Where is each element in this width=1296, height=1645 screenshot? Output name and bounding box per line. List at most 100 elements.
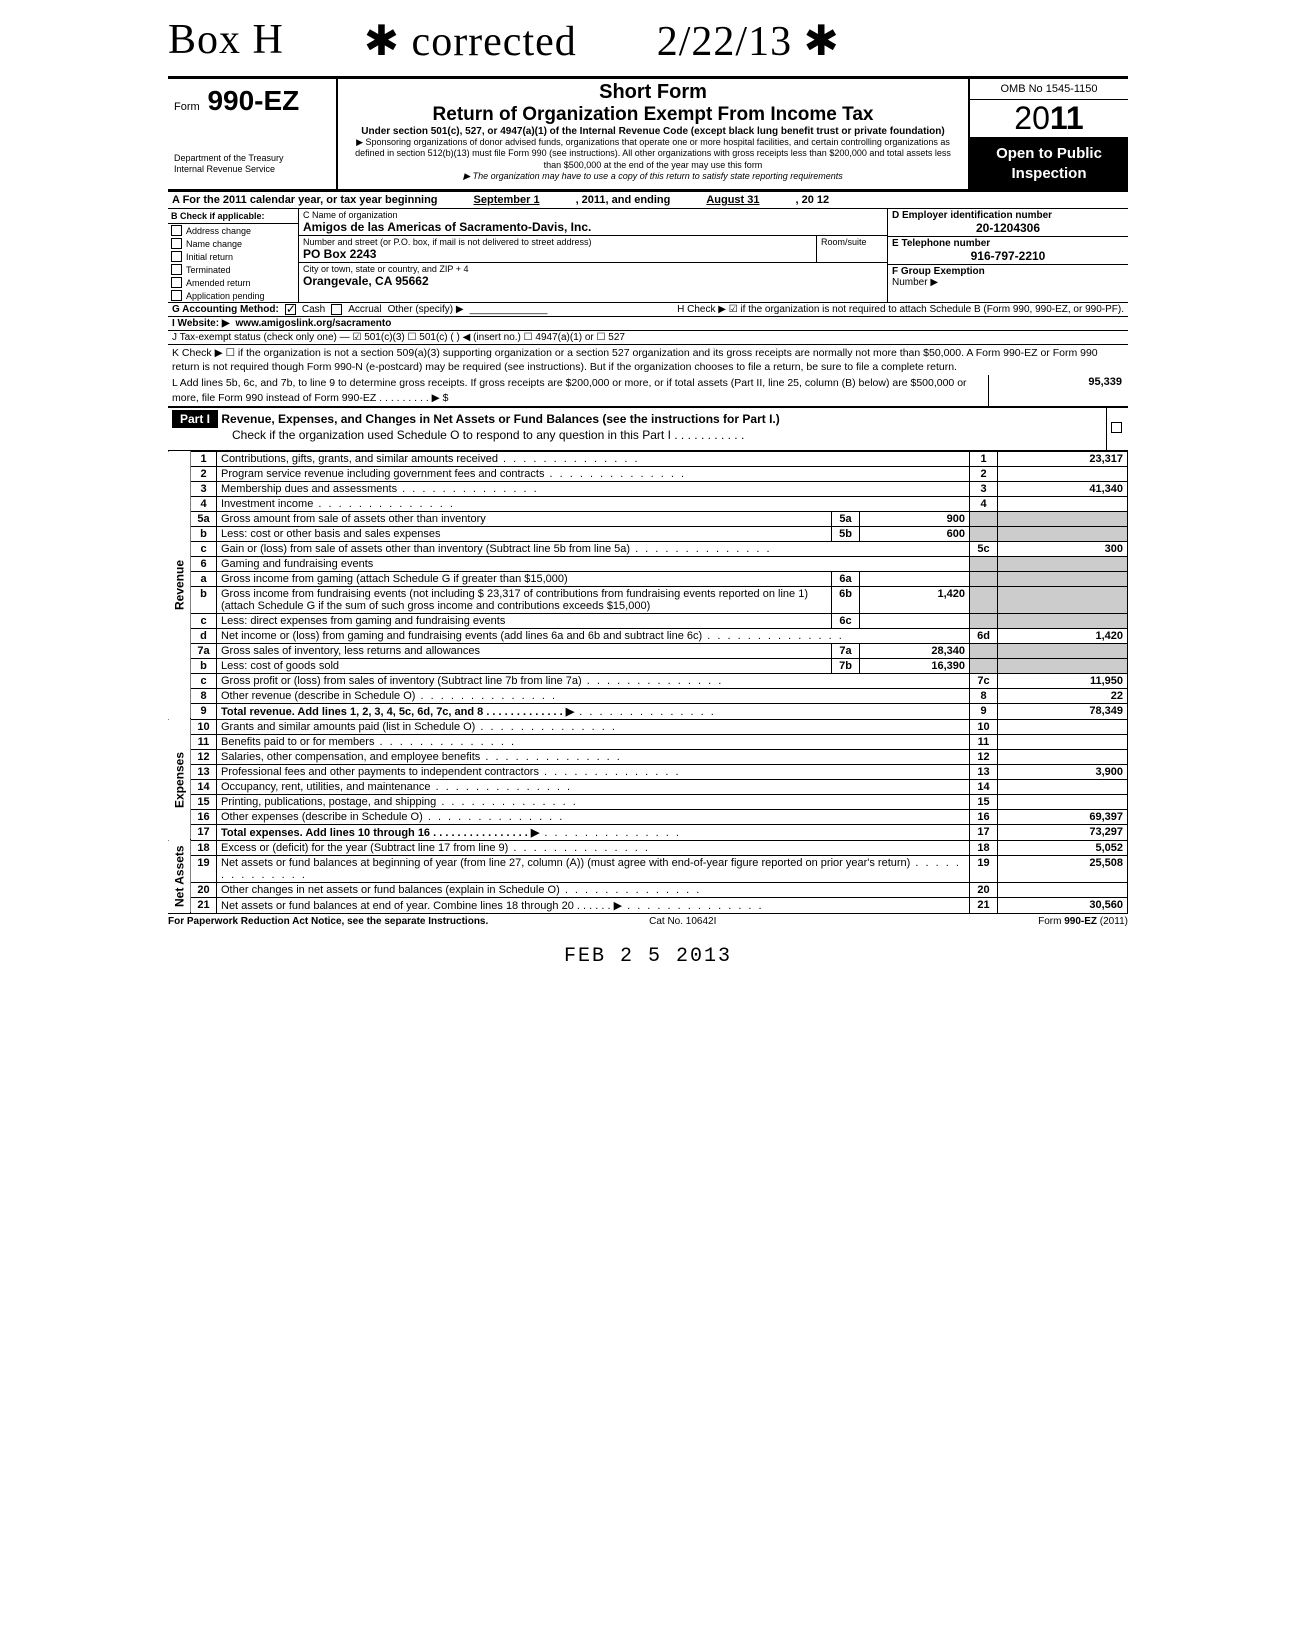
line-no: 13 bbox=[191, 764, 217, 779]
line-desc: Total revenue. Add lines 1, 2, 3, 4, 5c,… bbox=[217, 703, 970, 719]
line-ref: 20 bbox=[970, 882, 998, 897]
row-L: L Add lines 5b, 6c, and 7b, to line 9 to… bbox=[168, 375, 1128, 406]
line-ref: 8 bbox=[970, 688, 998, 703]
table-row: 2Program service revenue including gover… bbox=[168, 466, 1128, 481]
subline-no: 5b bbox=[832, 526, 860, 541]
org-address: PO Box 2243 bbox=[303, 247, 812, 261]
line-desc: Gross income from gaming (attach Schedul… bbox=[217, 571, 832, 586]
table-row: cGross profit or (loss) from sales of in… bbox=[168, 673, 1128, 688]
chk-address-change[interactable]: Address change bbox=[168, 224, 298, 237]
subline-no: 5a bbox=[832, 511, 860, 526]
line-desc: Other revenue (describe in Schedule O) bbox=[217, 688, 970, 703]
line-ref: 21 bbox=[970, 897, 998, 913]
line-amt bbox=[998, 779, 1128, 794]
line-amt: 22 bbox=[998, 688, 1128, 703]
tax-year: 2011 bbox=[970, 100, 1128, 138]
telephone: 916-797-2210 bbox=[892, 249, 1124, 263]
chk-initial-return[interactable]: Initial return bbox=[168, 250, 298, 263]
line-desc: Gaming and fundraising events bbox=[217, 556, 970, 571]
line-desc: Excess or (deficit) for the year (Subtra… bbox=[217, 840, 970, 855]
line-amt: 1,420 bbox=[998, 628, 1128, 643]
row-I: I Website: ▶ www.amigoslink.org/sacramen… bbox=[168, 317, 1128, 331]
table-row: 19Net assets or fund balances at beginni… bbox=[168, 855, 1128, 882]
line-ref: 12 bbox=[970, 749, 998, 764]
form-number: 990-EZ bbox=[207, 85, 299, 116]
line-ref: 6d bbox=[970, 628, 998, 643]
line-desc: Gain or (loss) from sale of assets other… bbox=[217, 541, 970, 556]
header-left: Form 990-EZ Department of the Treasury I… bbox=[168, 79, 338, 189]
line-no: a bbox=[191, 571, 217, 586]
subline-no: 6a bbox=[832, 571, 860, 586]
line-ref: 10 bbox=[970, 719, 998, 734]
chk-cash[interactable] bbox=[285, 304, 296, 315]
line-amt: 5,052 bbox=[998, 840, 1128, 855]
chk-terminated[interactable]: Terminated bbox=[168, 263, 298, 276]
line-amt: 23,317 bbox=[998, 451, 1128, 466]
chk-application-pending[interactable]: Application pending bbox=[168, 289, 298, 302]
chk-amended-return[interactable]: Amended return bbox=[168, 276, 298, 289]
header-instructions: ▶ Sponsoring organizations of donor advi… bbox=[346, 137, 960, 171]
line-amt: 3,900 bbox=[998, 764, 1128, 779]
line-desc: Other changes in net assets or fund bala… bbox=[217, 882, 970, 897]
line-amt: 300 bbox=[998, 541, 1128, 556]
line-no: c bbox=[191, 673, 217, 688]
line-ref: 17 bbox=[970, 824, 998, 840]
table-row: dNet income or (loss) from gaming and fu… bbox=[168, 628, 1128, 643]
line-desc: Other expenses (describe in Schedule O) bbox=[217, 809, 970, 824]
line-amt: 78,349 bbox=[998, 703, 1128, 719]
table-row: 21Net assets or fund balances at end of … bbox=[168, 897, 1128, 913]
tax-year-end: August 31 bbox=[676, 194, 789, 206]
line-ref: 16 bbox=[970, 809, 998, 824]
line-no: 7a bbox=[191, 643, 217, 658]
open-to-public: Open to Public Inspection bbox=[970, 138, 1128, 189]
section-na: Net Assets bbox=[168, 840, 191, 913]
line-no: c bbox=[191, 613, 217, 628]
line-desc: Gross amount from sale of assets other t… bbox=[217, 511, 832, 526]
row-A: A For the 2011 calendar year, or tax yea… bbox=[168, 192, 1128, 209]
line-no: 9 bbox=[191, 703, 217, 719]
line-no: 4 bbox=[191, 496, 217, 511]
line-amt: 11,950 bbox=[998, 673, 1128, 688]
line-ref: 2 bbox=[970, 466, 998, 481]
line-no: 8 bbox=[191, 688, 217, 703]
subline-no: 7a bbox=[832, 643, 860, 658]
chk-accrual[interactable] bbox=[331, 304, 342, 315]
subline-amt: 900 bbox=[860, 511, 970, 526]
table-row: 8Other revenue (describe in Schedule O)8… bbox=[168, 688, 1128, 703]
line-desc: Investment income bbox=[217, 496, 970, 511]
line-amt: 30,560 bbox=[998, 897, 1128, 913]
line-no: 3 bbox=[191, 481, 217, 496]
line-no: c bbox=[191, 541, 217, 556]
hand-corrected: ✱ corrected bbox=[364, 16, 577, 66]
line-desc: Contributions, gifts, grants, and simila… bbox=[217, 451, 970, 466]
chk-name-change[interactable]: Name change bbox=[168, 237, 298, 250]
line-desc: Occupancy, rent, utilities, and maintena… bbox=[217, 779, 970, 794]
line-no: 10 bbox=[191, 719, 217, 734]
table-row: 5aGross amount from sale of assets other… bbox=[168, 511, 1128, 526]
line-no: 21 bbox=[191, 897, 217, 913]
page-footer: For Paperwork Reduction Act Notice, see … bbox=[168, 914, 1128, 927]
subline-amt bbox=[860, 571, 970, 586]
line-ref: 13 bbox=[970, 764, 998, 779]
table-row: 3Membership dues and assessments341,340 bbox=[168, 481, 1128, 496]
table-row: bGross income from fundraising events (n… bbox=[168, 586, 1128, 613]
table-row: 11Benefits paid to or for members11 bbox=[168, 734, 1128, 749]
table-row: cLess: direct expenses from gaming and f… bbox=[168, 613, 1128, 628]
line-ref: 14 bbox=[970, 779, 998, 794]
form-ref: Form 990-EZ (2011) bbox=[1038, 916, 1128, 927]
line-ref: 18 bbox=[970, 840, 998, 855]
table-row: aGross income from gaming (attach Schedu… bbox=[168, 571, 1128, 586]
line-ref: 5c bbox=[970, 541, 998, 556]
subline-no: 7b bbox=[832, 658, 860, 673]
table-row: 4Investment income4 bbox=[168, 496, 1128, 511]
header-state-note: ▶ The organization may have to use a cop… bbox=[346, 171, 960, 182]
line-desc: Program service revenue including govern… bbox=[217, 466, 970, 481]
date-stamp: FEB 2 5 2013 bbox=[168, 945, 1128, 968]
chk-schedule-o[interactable] bbox=[1106, 408, 1128, 450]
table-row: bLess: cost or other basis and sales exp… bbox=[168, 526, 1128, 541]
line-no: 14 bbox=[191, 779, 217, 794]
line-no: 12 bbox=[191, 749, 217, 764]
line-no: 20 bbox=[191, 882, 217, 897]
line-no: 2 bbox=[191, 466, 217, 481]
line-ref: 7c bbox=[970, 673, 998, 688]
